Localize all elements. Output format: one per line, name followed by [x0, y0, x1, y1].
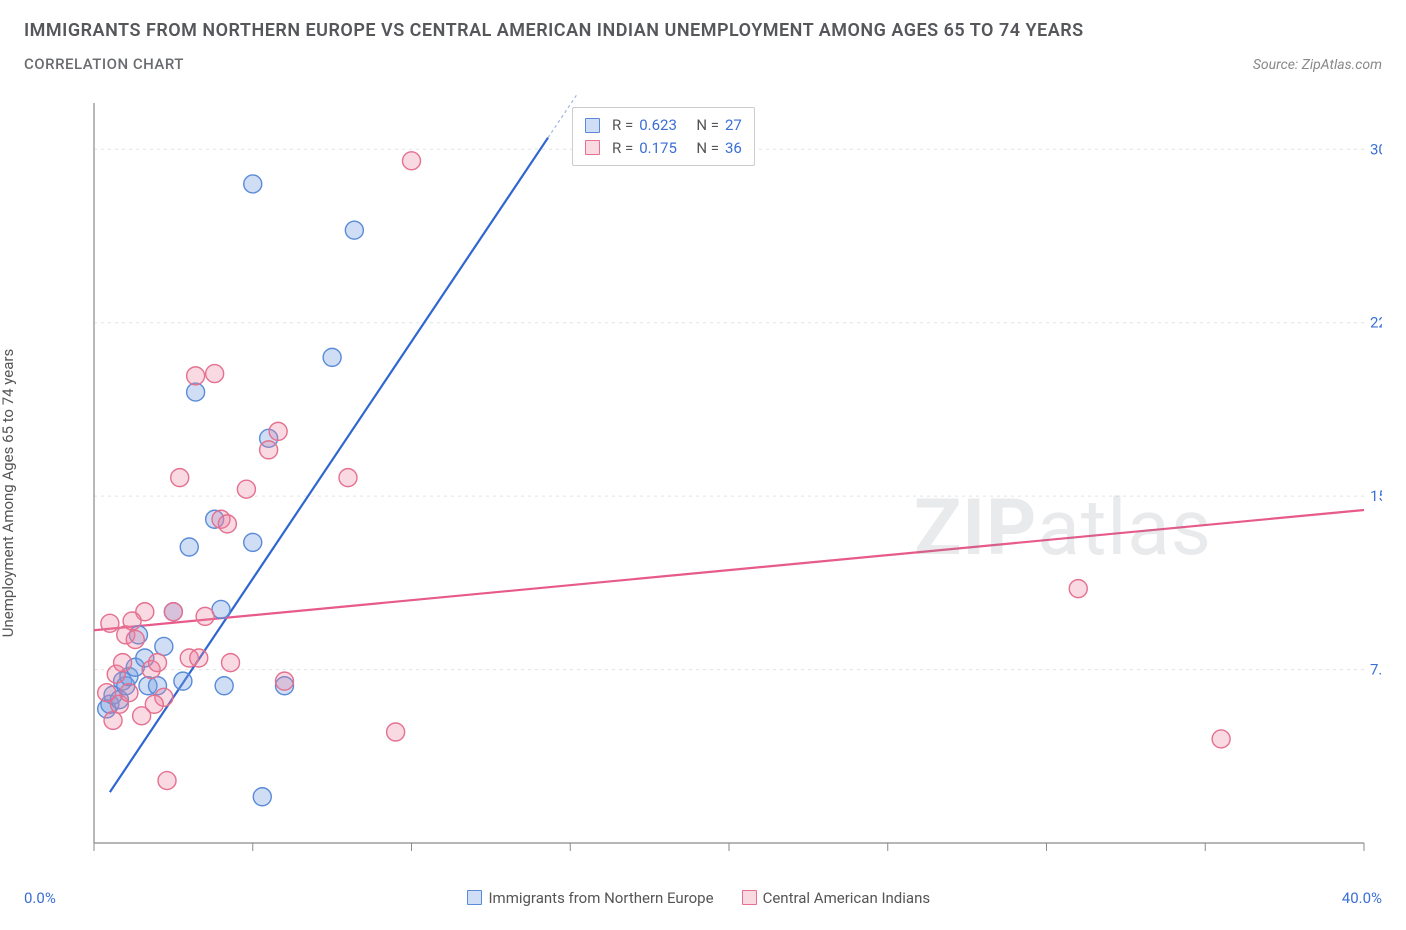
chart-container: Unemployment Among Ages 65 to 74 years Z…: [24, 83, 1382, 903]
chart-subtitle: CORRELATION CHART: [24, 55, 184, 73]
stat-n-value: 27: [725, 114, 742, 137]
legend-item-pink: Central American Indians: [742, 889, 931, 907]
svg-text:15.0%: 15.0%: [1370, 487, 1382, 505]
x-axis-legend-row: 0.0% Immigrants from Northern Europe Cen…: [24, 889, 1382, 907]
swatch-pink: [585, 140, 600, 155]
chart-title: IMMIGRANTS FROM NORTHERN EUROPE VS CENTR…: [24, 20, 1382, 41]
y-axis-label: Unemployment Among Ages 65 to 74 years: [0, 349, 17, 637]
stat-r-value: 0.175: [639, 137, 677, 160]
stat-n-value: 36: [725, 137, 742, 160]
source-name: ZipAtlas.com: [1302, 57, 1382, 73]
legend-label-pink: Central American Indians: [763, 889, 931, 907]
legend-item-blue: Immigrants from Northern Europe: [467, 889, 713, 907]
stat-n-label: N =: [696, 114, 719, 137]
legend-label-blue: Immigrants from Northern Europe: [488, 889, 713, 907]
swatch-blue: [585, 118, 600, 133]
legend-swatch-blue: [467, 890, 482, 905]
x-axis-max-label: 40.0%: [1342, 889, 1382, 907]
svg-text:7.5%: 7.5%: [1370, 661, 1382, 679]
legend-swatch-pink: [742, 890, 757, 905]
scatter-plot: 7.5% 15.0% 22.5% 30.0%: [24, 83, 1382, 903]
stat-r-value: 0.623: [639, 114, 677, 137]
stat-r-label: R =: [612, 114, 633, 137]
stat-n-label: N =: [696, 137, 719, 160]
x-axis-min-label: 0.0%: [24, 889, 56, 907]
stat-r-label: R =: [612, 137, 633, 160]
stats-row-pink: R = 0.175 N = 36: [585, 137, 742, 160]
subhead-row: CORRELATION CHART Source: ZipAtlas.com: [24, 55, 1382, 73]
svg-text:22.5%: 22.5%: [1370, 314, 1382, 332]
series-legend: Immigrants from Northern Europe Central …: [467, 889, 930, 907]
source-prefix: Source:: [1253, 57, 1302, 73]
correlation-stats-box: R = 0.623 N = 27 R = 0.175 N = 36: [572, 107, 755, 166]
source-attribution: Source: ZipAtlas.com: [1253, 57, 1382, 73]
stats-row-blue: R = 0.623 N = 27: [585, 114, 742, 137]
svg-text:30.0%: 30.0%: [1370, 140, 1382, 158]
